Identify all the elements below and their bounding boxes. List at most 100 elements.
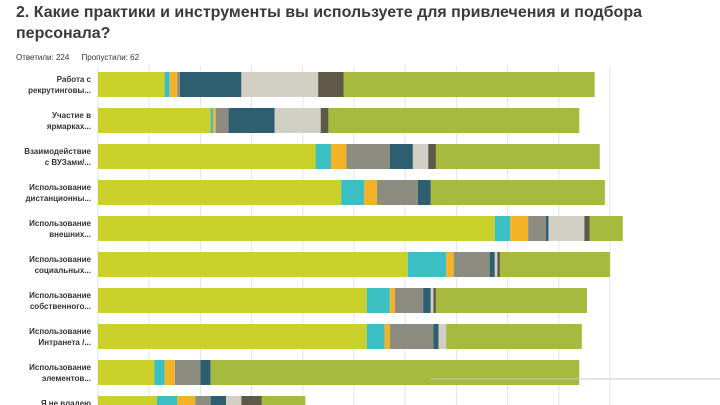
bar-segment — [343, 72, 595, 97]
category-label-line: Использование — [29, 327, 91, 336]
category-label-line: с ВУЗами/... — [45, 158, 91, 167]
bar-segment — [241, 72, 319, 97]
bar-segment — [494, 216, 511, 241]
bar-segment — [98, 360, 155, 385]
bar-segment — [98, 108, 211, 133]
bar-segment — [389, 324, 434, 349]
category-label-line: социальных... — [35, 266, 91, 275]
bar-segment — [499, 252, 610, 277]
bar-segment — [215, 108, 229, 133]
bar-segment — [98, 72, 165, 97]
category-label: Я не владею — [41, 399, 91, 405]
category-label-line: Участие в — [52, 111, 91, 120]
bar-segment — [98, 252, 408, 277]
bar-segment — [274, 108, 321, 133]
bar-segment — [330, 144, 347, 169]
skipped-count: Пропустили: 62 — [81, 53, 140, 62]
bar-segment — [366, 324, 385, 349]
bar-segment — [318, 72, 344, 97]
bar-segment — [433, 324, 439, 349]
bar-segment — [164, 72, 170, 97]
bar-segment — [377, 180, 418, 205]
category-label-line: Интранета /... — [39, 338, 92, 347]
bar-segment — [315, 144, 331, 169]
category-label-line: рекрутинговы... — [28, 86, 91, 95]
question-title: 2. Какие практики и инструменты вы испол… — [16, 4, 642, 42]
category-label: Использование внешних... — [29, 219, 91, 239]
category-label-line: Использование — [29, 291, 91, 300]
bar-segment — [364, 180, 378, 205]
category-label: Работа с рекрутинговы... — [28, 75, 91, 95]
bar-segment — [261, 396, 306, 405]
bar-segment — [341, 180, 365, 205]
bar-segment — [328, 108, 580, 133]
category-label-line: Использование — [29, 363, 91, 372]
bar-segment — [418, 180, 431, 205]
bar-segment — [169, 72, 178, 97]
bar-segment — [177, 396, 196, 405]
bar-segment — [228, 108, 275, 133]
category-label: Взаимодействие с ВУЗами/... — [24, 147, 91, 167]
bar-segment — [394, 288, 424, 313]
bar-segment — [430, 180, 605, 205]
bar-segment — [389, 288, 395, 313]
bar-segment — [497, 252, 500, 277]
bar-segment — [210, 360, 580, 385]
bar-segment — [446, 324, 582, 349]
category-label-line: Использование — [29, 255, 91, 264]
bar-segment — [98, 180, 342, 205]
category-label-line: ярмарках... — [47, 122, 91, 131]
bar-segment — [510, 216, 529, 241]
bar-segment — [446, 252, 454, 277]
bar-segment — [98, 216, 495, 241]
bar-segment — [98, 288, 367, 313]
category-label-line: внешних... — [49, 230, 91, 239]
bar-segment — [546, 216, 549, 241]
bar-segment — [407, 252, 447, 277]
category-label-line: Использование — [29, 183, 91, 192]
bar-segment — [320, 108, 329, 133]
bar-segment — [195, 396, 211, 405]
bar-segment — [494, 252, 498, 277]
bar-segment — [435, 288, 587, 313]
category-label-line: дистанционны... — [25, 194, 91, 203]
bar-segment — [435, 144, 600, 169]
bar-segment — [200, 360, 211, 385]
bar-segment — [98, 144, 316, 169]
bar-segment — [589, 216, 623, 241]
stacked-bar-chart: Работа с рекрутинговы... Участие в ярмарках… — [24, 66, 720, 405]
bar-segment — [156, 396, 178, 405]
category-label-line: Работа с — [57, 75, 92, 84]
bar-segment — [423, 288, 431, 313]
category-label: Использование собственного... — [29, 291, 91, 311]
bar-segment — [241, 396, 262, 405]
category-label: Использование социальных... — [29, 255, 91, 275]
bar-segment — [412, 144, 429, 169]
response-stats: Ответили: 224 Пропустили: 62 — [16, 53, 149, 62]
category-label: Использование Интранета /... — [29, 327, 91, 347]
bar-segment — [384, 324, 390, 349]
bar-segment — [548, 216, 585, 241]
category-label-line: Взаимодействие — [24, 147, 91, 156]
bar-segment — [213, 108, 216, 133]
bar-segment — [164, 360, 175, 385]
bar-segment — [428, 144, 436, 169]
category-label-line: собственного... — [30, 302, 91, 311]
bar-segment — [433, 288, 436, 313]
category-label: Использование дистанционны... — [25, 183, 91, 203]
bar-segment — [453, 252, 490, 277]
bar-segment — [430, 288, 434, 313]
category-label: Использование элементов... — [29, 363, 91, 383]
bar-segment — [174, 360, 201, 385]
bar-segment — [366, 288, 390, 313]
answered-count: Ответили: 224 — [16, 53, 70, 62]
bar-segment — [438, 324, 447, 349]
bar-segment — [177, 72, 180, 97]
bar-segment — [179, 72, 242, 97]
bar-segment — [98, 396, 157, 405]
bar-segment — [98, 324, 367, 349]
bar-segment — [210, 108, 214, 133]
category-label-line: Использование — [29, 219, 91, 228]
category-label-line: Я не владею — [41, 399, 91, 405]
bar-segment — [584, 216, 590, 241]
